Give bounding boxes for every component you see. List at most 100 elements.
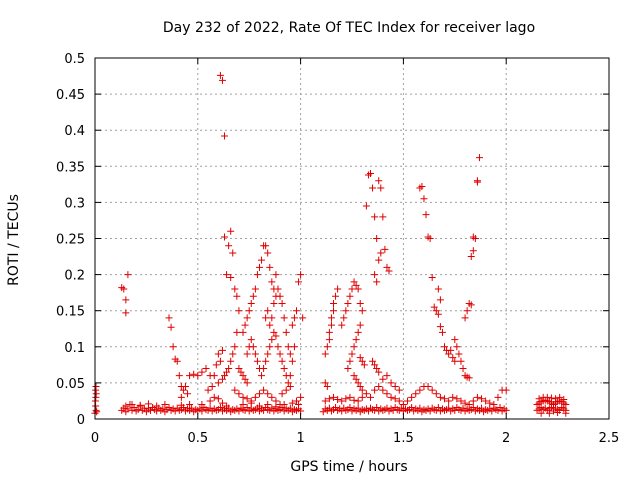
data-point	[264, 249, 272, 257]
data-point	[241, 321, 249, 329]
data-point	[325, 395, 333, 403]
data-point	[177, 393, 185, 401]
data-point	[537, 409, 545, 417]
data-point	[360, 361, 368, 369]
data-point	[325, 336, 333, 344]
data-point	[258, 372, 266, 380]
data-point	[210, 372, 218, 380]
data-point	[369, 184, 377, 192]
data-point	[286, 372, 294, 380]
data-point	[350, 278, 358, 286]
data-point	[233, 328, 241, 336]
data-point	[290, 314, 298, 322]
data-point	[264, 307, 272, 315]
data-point	[562, 401, 570, 409]
data-point	[352, 336, 360, 344]
data-point	[463, 307, 471, 315]
data-point	[369, 357, 377, 365]
data-point	[408, 393, 416, 401]
data-point	[478, 404, 486, 412]
data-point	[543, 393, 551, 401]
grid	[95, 58, 609, 419]
data-point	[354, 379, 362, 387]
data-point	[278, 390, 286, 398]
data-point	[467, 253, 475, 261]
data-point	[545, 409, 553, 417]
data-point	[223, 402, 231, 410]
data-point	[243, 395, 251, 403]
data-point	[436, 393, 444, 401]
data-point	[231, 285, 239, 293]
data-point	[367, 170, 375, 178]
data-point	[441, 343, 449, 351]
data-point	[227, 227, 235, 235]
data-point	[391, 395, 399, 403]
data-point	[434, 310, 442, 318]
data-point	[218, 76, 226, 84]
data-point	[206, 397, 214, 405]
y-tick-label: 0.25	[56, 233, 85, 248]
data-point	[292, 307, 300, 315]
data-point	[373, 278, 381, 286]
data-point	[239, 393, 247, 401]
data-point	[434, 285, 442, 293]
data-point	[436, 323, 444, 331]
data-point	[249, 292, 257, 300]
data-point	[383, 390, 391, 398]
data-point	[268, 336, 276, 344]
data-point	[457, 397, 465, 405]
x-tick-label: 1.5	[393, 431, 414, 446]
data-point	[292, 397, 300, 405]
data-point	[395, 386, 403, 394]
data-point	[245, 307, 253, 315]
data-point	[383, 263, 391, 271]
data-point	[502, 386, 510, 394]
data-point	[560, 396, 568, 404]
data-point	[198, 407, 206, 415]
data-point	[455, 350, 463, 358]
data-point	[92, 390, 100, 398]
data-point	[251, 285, 259, 293]
data-point	[348, 285, 356, 293]
data-point	[276, 350, 284, 358]
data-point	[231, 343, 239, 351]
data-point	[332, 292, 340, 300]
data-point	[235, 307, 243, 315]
data-point	[416, 404, 424, 412]
data-point	[387, 393, 395, 401]
data-point	[445, 350, 453, 358]
data-point	[297, 271, 305, 279]
data-point	[231, 386, 239, 394]
data-point	[153, 402, 161, 410]
data-point	[268, 314, 276, 322]
data-point	[473, 177, 481, 185]
data-point	[391, 383, 399, 391]
data-point	[459, 364, 467, 372]
data-point	[173, 357, 181, 365]
data-point	[371, 386, 379, 394]
data-point	[190, 370, 198, 378]
data-point	[383, 372, 391, 380]
data-point	[266, 263, 274, 271]
data-point	[286, 350, 294, 358]
data-point	[290, 343, 298, 351]
data-point	[270, 328, 278, 336]
data-point	[362, 390, 370, 398]
data-point	[379, 375, 387, 383]
data-point	[535, 395, 543, 403]
data-point	[426, 235, 434, 242]
data-point	[321, 379, 329, 387]
data-point	[338, 321, 346, 329]
data-point	[167, 323, 175, 331]
data-point	[441, 395, 449, 403]
data-point	[373, 235, 381, 242]
data-point	[186, 401, 194, 409]
data-point	[552, 395, 560, 403]
data-point	[473, 393, 481, 401]
data-point	[184, 390, 192, 398]
data-point	[350, 343, 358, 351]
data-point	[428, 386, 436, 394]
data-point	[373, 403, 381, 411]
data-point	[399, 401, 407, 409]
